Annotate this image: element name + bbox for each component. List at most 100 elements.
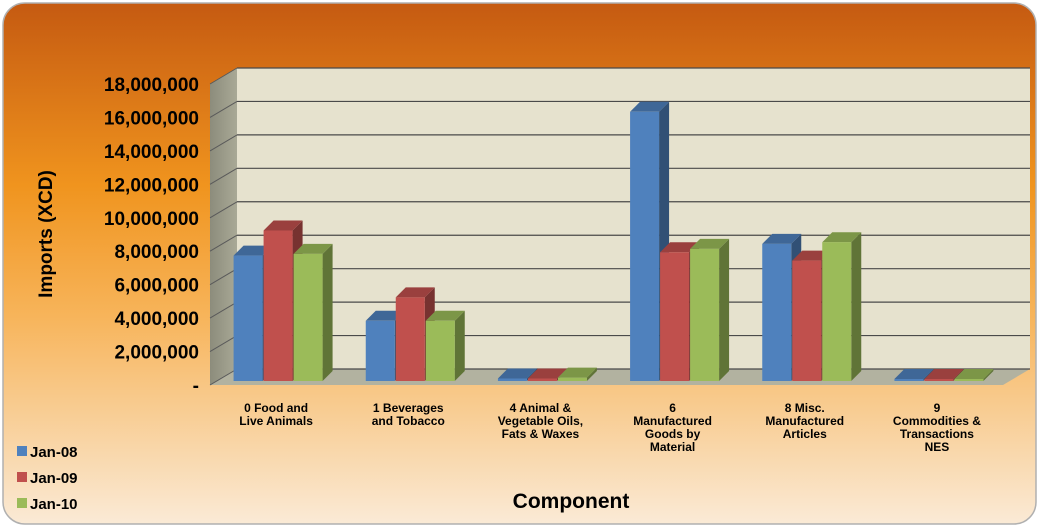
bar-front [690, 248, 720, 381]
bar-front [365, 320, 395, 381]
x-tick-label: 1 Beverages and Tobacco [372, 401, 445, 428]
bar-front [762, 243, 792, 381]
bar-side [454, 310, 465, 381]
y-tick-label: - [193, 376, 199, 397]
legend-swatch [17, 446, 27, 456]
x-tick-label-line: Transactions [900, 427, 974, 441]
y-axis-title: Imports (XCD) [36, 170, 57, 298]
bar-side [586, 367, 597, 381]
x-tick-label: 6 Manufactured Goods by Material [633, 401, 712, 454]
gridline-side [209, 67, 238, 85]
bar-front [822, 242, 852, 381]
x-tick-label-line: 1 Beverages [373, 401, 444, 415]
bar-top [954, 369, 994, 379]
x-tick-label-line: Vegetable Oils, [498, 414, 583, 428]
bar-side [983, 369, 994, 381]
bar [690, 238, 730, 381]
bar-side [322, 243, 333, 381]
y-tick-label: 2,000,000 [114, 343, 199, 364]
bar [822, 232, 862, 381]
legend-label: Jan-10 [30, 496, 78, 513]
bar-top [792, 250, 832, 261]
x-tick-label-line: Manufactured [633, 414, 712, 428]
x-tick-label-line: Material [650, 440, 695, 454]
bar-top [630, 101, 670, 112]
x-tick-label-line: Articles [783, 427, 827, 441]
x-tick-label-line: and Tobacco [372, 414, 445, 428]
gridline-side [209, 201, 238, 219]
bar [557, 367, 597, 381]
legend-swatch [17, 472, 27, 482]
bar-top [660, 242, 700, 253]
bar-top [690, 238, 730, 249]
bar-top [527, 368, 567, 379]
x-tick-label: 0 Food and Live Animals [239, 401, 313, 428]
y-tick-label: 16,000,000 [104, 108, 199, 129]
bar-front [263, 230, 293, 381]
bar-top [395, 287, 435, 298]
bar-front [497, 378, 527, 381]
bar-front [630, 111, 660, 382]
bar-front [425, 320, 455, 381]
bar-top [263, 220, 303, 231]
x-tick-label-line: 9 [934, 401, 941, 415]
y-tick-label: 12,000,000 [104, 175, 199, 196]
bar [954, 369, 994, 381]
bar-front [924, 379, 954, 381]
bar-front [395, 297, 425, 381]
bar-top [425, 310, 465, 321]
legend-label: Jan-08 [30, 444, 78, 461]
gridline-side [209, 101, 238, 118]
x-tick-label-line: Manufactured [765, 414, 844, 428]
legend-swatch [17, 498, 27, 508]
x-tick-label: 4 Animal & Vegetable Oils, Fats & Waxes [498, 401, 583, 441]
bar-front [660, 252, 690, 381]
gridline-side [209, 301, 238, 319]
y-tick-label: 8,000,000 [114, 242, 199, 263]
bar-front [527, 378, 557, 381]
y-tick-label: 6,000,000 [114, 276, 199, 297]
bar-top [924, 369, 964, 379]
x-tick-label-line: 0 Food and [244, 401, 308, 415]
y-tick-label: 10,000,000 [104, 209, 199, 230]
bar-top [497, 368, 537, 379]
x-tick-label: 9 Commodities & Transactions NES [893, 401, 981, 454]
x-tick-label-line: Live Animals [239, 414, 313, 428]
legend-label: Jan-09 [30, 470, 78, 487]
bar-front [233, 255, 263, 381]
gridline-side [209, 234, 238, 252]
y-tick-label: 18,000,000 [104, 75, 199, 96]
gridline-side [209, 134, 238, 152]
bar-side [851, 232, 862, 381]
bar-top [822, 232, 862, 243]
bar-side [719, 238, 730, 381]
gridline-side [209, 335, 238, 352]
bar [395, 287, 435, 381]
x-axis-title: Component [513, 490, 630, 513]
x-tick-label-line: NES [925, 440, 950, 454]
bar-front [894, 379, 924, 381]
x-tick-label-line: 8 Misc. [785, 401, 825, 415]
gridline-side [209, 167, 238, 185]
bar-front [792, 260, 822, 381]
x-tick-label-line: 4 Animal & [510, 401, 572, 415]
bar-front [557, 377, 587, 381]
bar-top [365, 310, 405, 321]
bar-top [233, 245, 273, 256]
x-tick-label: 8 Misc. Manufactured Articles [765, 401, 844, 441]
bar-top [557, 367, 597, 378]
y-tick-label: 4,000,000 [114, 309, 199, 330]
bar-top [894, 369, 934, 379]
x-tick-label-line: Commodities & [893, 414, 981, 428]
x-tick-label-line: Fats & Waxes [502, 427, 580, 441]
bar-front [954, 379, 984, 381]
x-tick-label-line: 6 [669, 401, 676, 415]
bar [425, 310, 465, 381]
y-tick-label: 14,000,000 [104, 142, 199, 163]
gridline-side [209, 268, 238, 286]
bar-top [293, 243, 333, 254]
bar [293, 243, 333, 381]
x-tick-label-line: Goods by [645, 427, 701, 441]
